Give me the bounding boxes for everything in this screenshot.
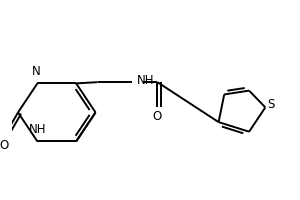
Text: N: N <box>32 65 40 78</box>
Text: NH: NH <box>137 74 155 87</box>
Text: NH: NH <box>29 123 46 136</box>
Text: O: O <box>153 110 162 123</box>
Text: O: O <box>0 139 8 152</box>
Text: S: S <box>267 98 274 111</box>
